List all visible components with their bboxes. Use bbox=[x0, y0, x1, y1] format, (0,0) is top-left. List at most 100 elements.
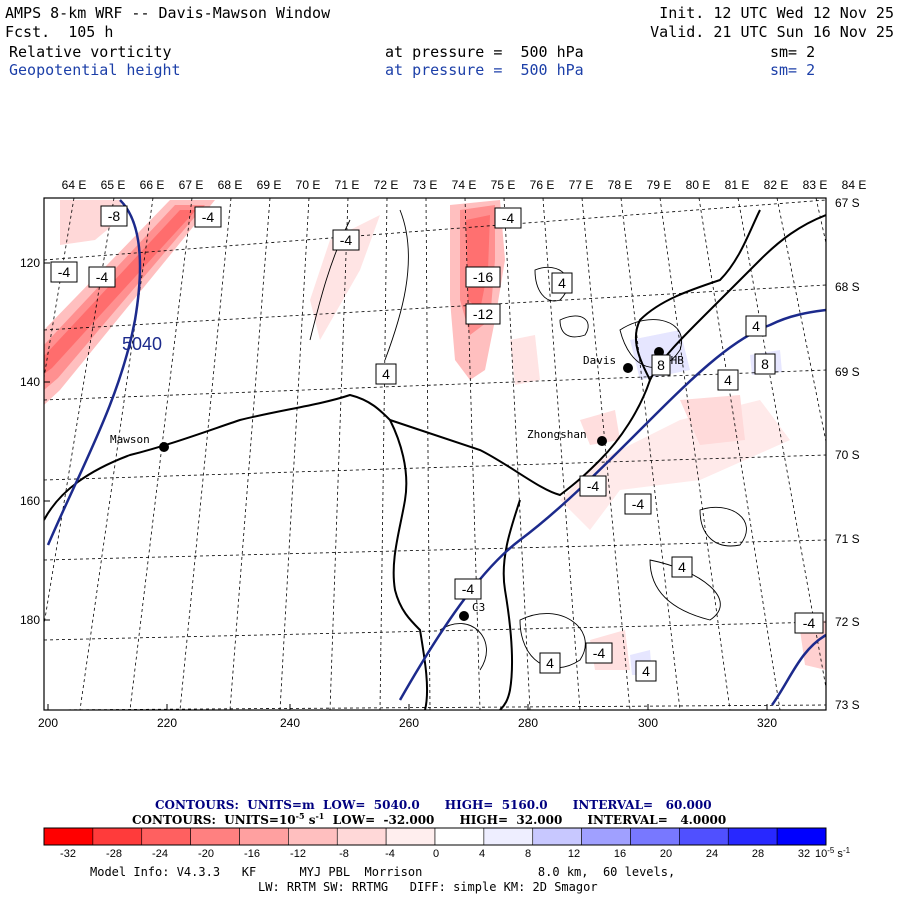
color-bar-tick-label: 20 bbox=[660, 848, 672, 860]
vort-label: 8 bbox=[754, 353, 776, 375]
tick-marks bbox=[44, 262, 768, 710]
color-bar-tick-label: 4 bbox=[479, 848, 485, 860]
model-info-line2: LW: RRTM SW: RRTMG DIFF: simple KM: 2D S… bbox=[258, 880, 598, 894]
vort-label: -12 bbox=[465, 303, 501, 325]
x-tick-label: 280 bbox=[518, 716, 538, 730]
init-time: Init. 12 UTC Wed 12 Nov 25 bbox=[659, 4, 894, 22]
map-title: AMPS 8-km WRF -- Davis-Mawson Window bbox=[5, 4, 331, 22]
lat-label: 70 S bbox=[835, 448, 860, 462]
lon-label: 69 E bbox=[257, 178, 282, 192]
station-mawson-marker bbox=[159, 442, 169, 452]
color-bar-swatch bbox=[385, 827, 436, 846]
lon-label: 77 E bbox=[569, 178, 594, 192]
lat-labels: 67 S 68 S 69 S 70 S 71 S 72 S 73 S bbox=[835, 196, 860, 712]
svg-text:4: 4 bbox=[558, 275, 566, 291]
color-bar-swatch bbox=[190, 827, 240, 846]
svg-text:-4: -4 bbox=[587, 478, 600, 494]
svg-text:-4: -4 bbox=[462, 581, 475, 597]
lon-label: 81 E bbox=[725, 178, 750, 192]
color-bar-frame bbox=[43, 827, 827, 846]
color-bar-tick-label: -16 bbox=[244, 848, 260, 860]
vort-label: 4 bbox=[539, 652, 561, 674]
lon-labels: 64 E 65 E 66 E 67 E 68 E 69 E 70 E 71 E … bbox=[62, 178, 867, 192]
svg-text:4: 4 bbox=[642, 663, 650, 679]
lon-label: 75 E bbox=[491, 178, 516, 192]
lon-label: 71 E bbox=[335, 178, 360, 192]
field1-smooth: sm= 2 bbox=[770, 43, 816, 61]
color-bar-tick-label: -20 bbox=[198, 848, 214, 860]
vort-label: -4 bbox=[88, 266, 116, 288]
x-tick-label: 260 bbox=[399, 716, 419, 730]
color-bar-unit: 10-5 s-1 bbox=[815, 846, 851, 860]
vorticity-labels: -8 -4 -4 -4 -4 -4 -16 -12 4 4 4 -4 -4 4 … bbox=[50, 205, 824, 682]
lon-label: 82 E bbox=[764, 178, 789, 192]
svg-text:4: 4 bbox=[724, 372, 732, 388]
y-tick-label: 180 bbox=[20, 613, 40, 627]
color-bar-tick-label: 8 bbox=[525, 848, 531, 860]
grid-axis-ticks: 120 140 160 180 200 220 240 260 280 300 … bbox=[20, 256, 777, 730]
y-tick-label: 120 bbox=[20, 256, 40, 270]
svg-text:-4: -4 bbox=[803, 615, 816, 631]
color-bar-swatch bbox=[630, 827, 680, 846]
vort-label: 4 bbox=[635, 660, 657, 682]
svg-text:-4: -4 bbox=[593, 645, 606, 661]
model-info-line1: Model Info: V4.3.3 KF MYJ PBL Morrison 8… bbox=[90, 865, 676, 879]
vorticity-contour-range: LOW= -32.000 HIGH= 32.000 INTERVAL= 4.00… bbox=[324, 813, 727, 827]
lat-label: 71 S bbox=[835, 532, 860, 546]
lat-label: 67 S bbox=[835, 196, 860, 210]
vort-label: -4 bbox=[794, 612, 824, 634]
color-bar-tick-label: -32 bbox=[60, 848, 76, 860]
map-frame bbox=[43, 197, 827, 711]
color-bar-swatch bbox=[483, 827, 534, 846]
station-davis-marker bbox=[623, 363, 633, 373]
lon-label: 68 E bbox=[218, 178, 243, 192]
color-legend: -32 -28 -24 -20 -16 -12 -8 -4 0 4 8 12 16 20 24 28 32 10… bbox=[43, 827, 851, 860]
svg-text:-4: -4 bbox=[96, 269, 109, 285]
color-bar-tick-label: 32 bbox=[798, 848, 810, 860]
lon-label: 72 E bbox=[374, 178, 399, 192]
lat-label: 72 S bbox=[835, 615, 860, 629]
vort-label: -4 bbox=[579, 475, 607, 497]
color-bar-tick-label: -12 bbox=[290, 848, 306, 860]
field2-name: Geopotential height bbox=[9, 61, 181, 79]
vort-label: 4 bbox=[717, 369, 739, 391]
lon-label: 74 E bbox=[452, 178, 477, 192]
svg-text:4: 4 bbox=[546, 655, 554, 671]
lon-label: 64 E bbox=[62, 178, 87, 192]
station-label-zhongshan: Zhongshan bbox=[527, 428, 587, 441]
vorticity-contour-s: s bbox=[304, 813, 316, 827]
vorticity-contour-exp: -5 bbox=[295, 811, 305, 821]
color-bar-swatch bbox=[727, 827, 778, 846]
color-bar-swatch bbox=[581, 827, 631, 846]
color-bar-swatch bbox=[532, 827, 582, 846]
color-bar-swatch bbox=[679, 827, 729, 846]
svg-text:-4: -4 bbox=[340, 232, 353, 248]
color-bar-swatch bbox=[92, 827, 143, 846]
x-tick-label: 220 bbox=[157, 716, 177, 730]
y-tick-label: 160 bbox=[20, 494, 40, 508]
vort-label: 4 bbox=[745, 315, 767, 337]
x-tick-label: 200 bbox=[38, 716, 58, 730]
lon-label: 70 E bbox=[296, 178, 321, 192]
vort-label: 4 bbox=[551, 272, 573, 294]
lon-label: 76 E bbox=[530, 178, 555, 192]
station-c3-marker bbox=[459, 611, 469, 621]
station-zhongshan-marker bbox=[597, 436, 607, 446]
svg-text:4: 4 bbox=[382, 366, 390, 382]
lon-label: 80 E bbox=[686, 178, 711, 192]
lat-label: 68 S bbox=[835, 280, 860, 294]
svg-text:-4: -4 bbox=[202, 209, 215, 225]
svg-text:-4: -4 bbox=[632, 496, 645, 512]
color-bar-tick-label: 16 bbox=[614, 848, 626, 860]
color-bar-swatch bbox=[141, 827, 191, 846]
coastline bbox=[44, 209, 826, 710]
lon-label: 83 E bbox=[803, 178, 828, 192]
vort-label: -4 bbox=[332, 229, 360, 251]
lat-label: 73 S bbox=[835, 698, 860, 712]
lon-label: 84 E bbox=[842, 178, 867, 192]
lon-label: 79 E bbox=[647, 178, 672, 192]
lat-label: 69 S bbox=[835, 365, 860, 379]
lon-label: 78 E bbox=[608, 178, 633, 192]
vort-label: -4 bbox=[50, 261, 78, 283]
